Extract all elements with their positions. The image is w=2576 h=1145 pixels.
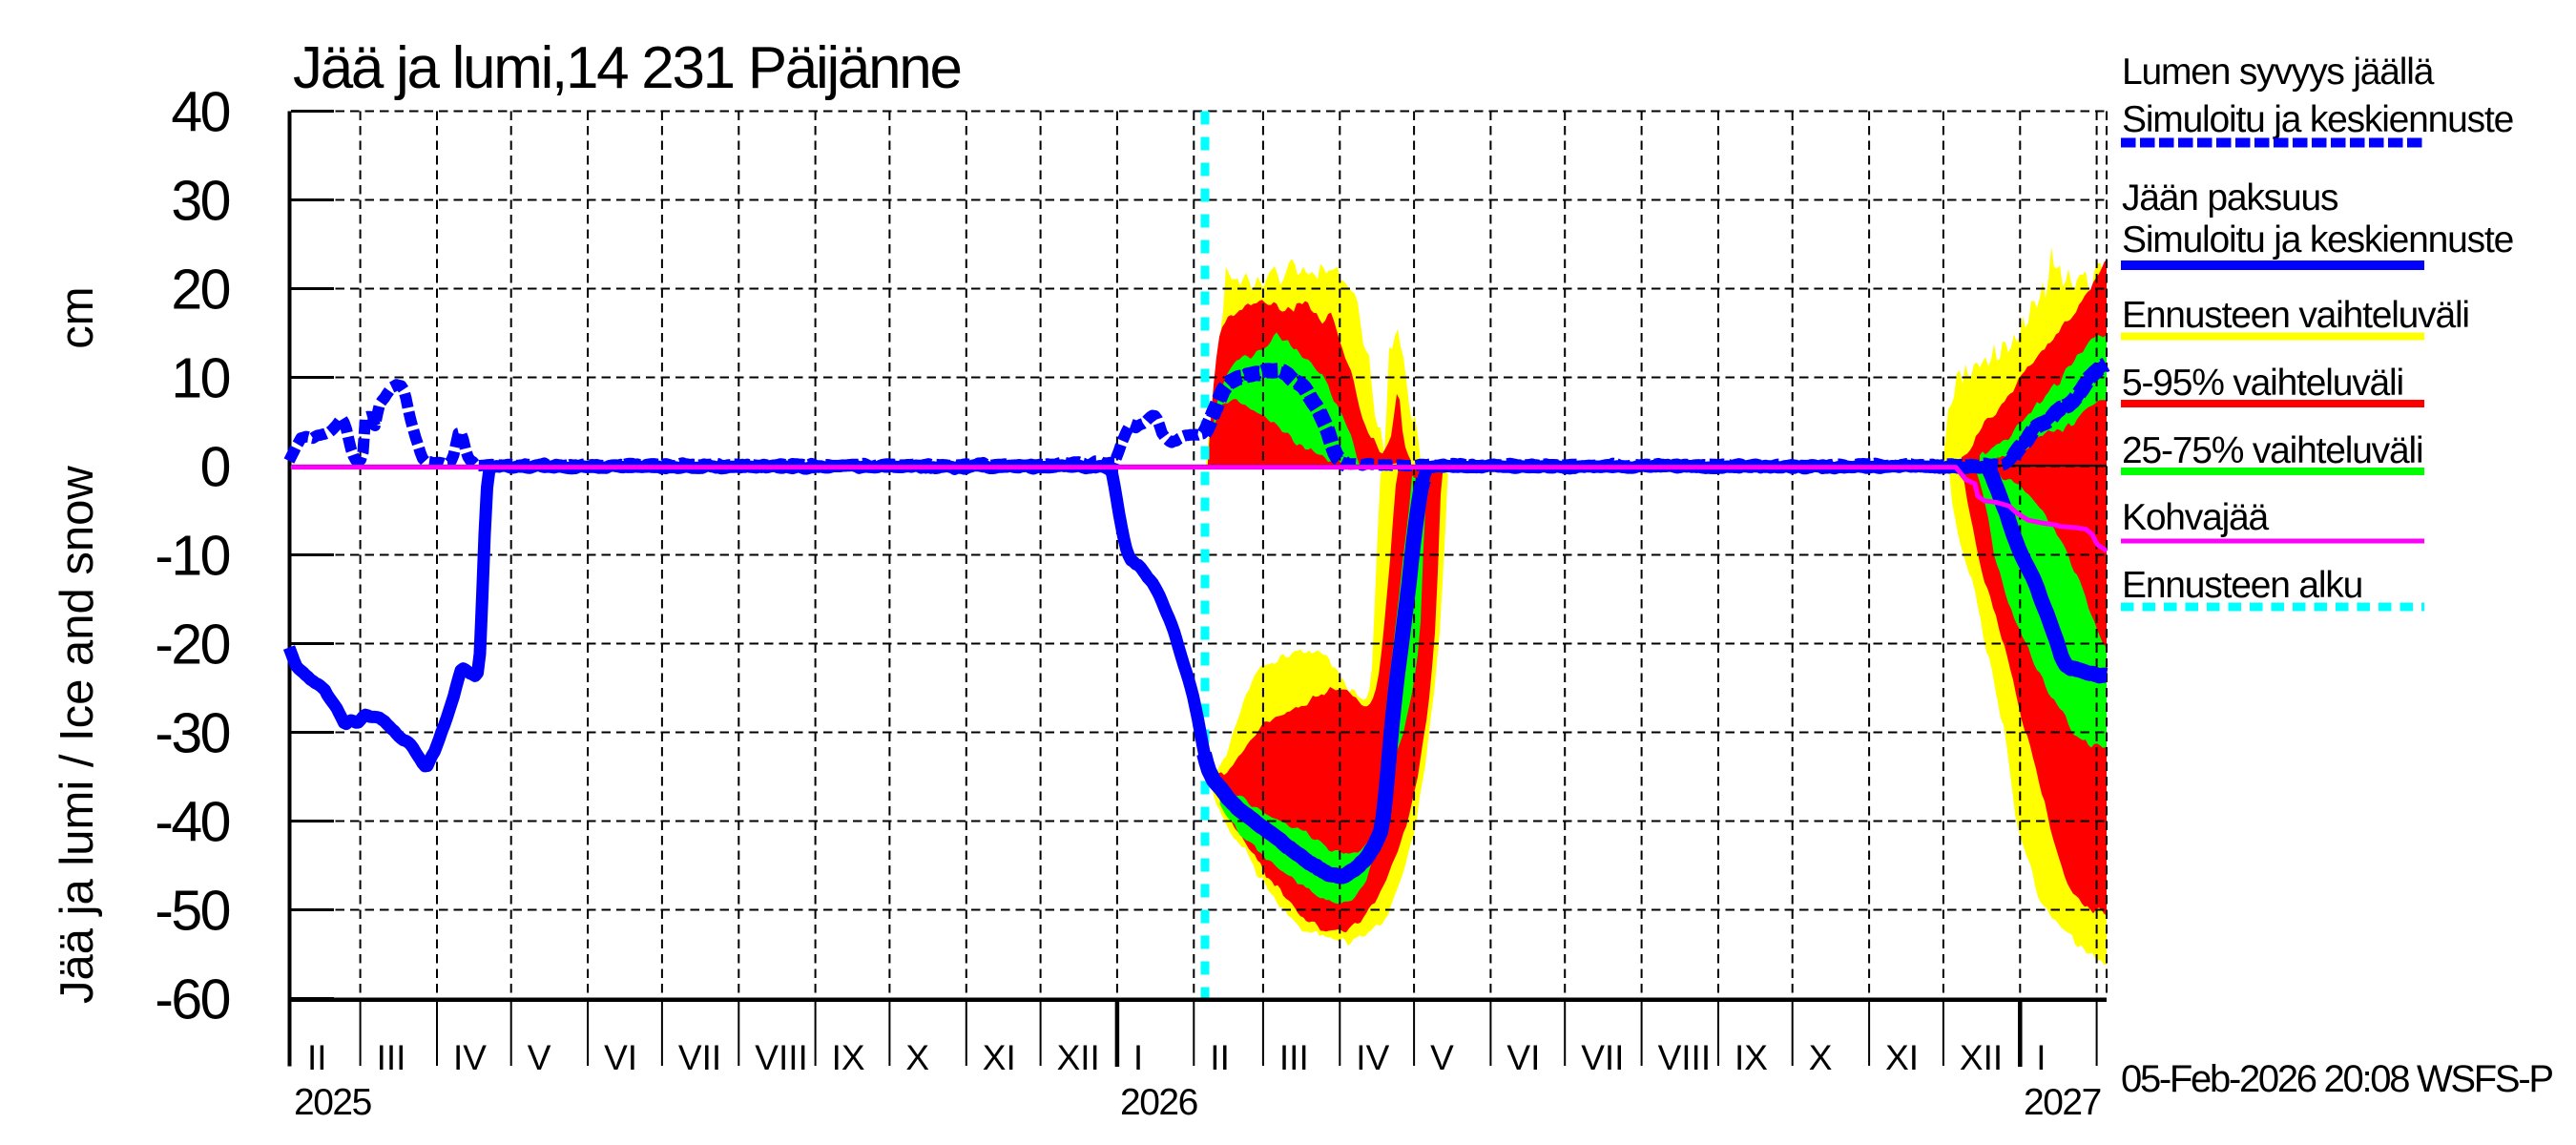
svg-text:5-95% vaihteluväli: 5-95% vaihteluväli bbox=[2122, 363, 2403, 404]
svg-text:2026: 2026 bbox=[1120, 1082, 1197, 1123]
svg-text:05-Feb-2026 20:08 WSFS-P: 05-Feb-2026 20:08 WSFS-P bbox=[2121, 1058, 2552, 1100]
svg-text:2025: 2025 bbox=[294, 1082, 372, 1123]
svg-text:III: III bbox=[1279, 1038, 1309, 1077]
svg-text:Jää ja lumi / Ice and snow: Jää ja lumi / Ice and snow cm bbox=[52, 286, 103, 1004]
svg-text:25-75% vaihteluväli: 25-75% vaihteluväli bbox=[2122, 430, 2422, 471]
svg-text:30: 30 bbox=[171, 170, 229, 233]
svg-text:VII: VII bbox=[678, 1038, 721, 1077]
svg-text:0: 0 bbox=[200, 436, 230, 499]
svg-text:Lumen syvyys jäällä: Lumen syvyys jäällä bbox=[2122, 52, 2435, 93]
svg-text:20: 20 bbox=[171, 259, 229, 322]
svg-text:VI: VI bbox=[1506, 1038, 1540, 1077]
svg-text:IX: IX bbox=[832, 1038, 865, 1077]
svg-text:Ennusteen alku: Ennusteen alku bbox=[2122, 565, 2362, 606]
svg-text:XI: XI bbox=[1885, 1038, 1919, 1077]
svg-text:Simuloitu ja keskiennuste: Simuloitu ja keskiennuste bbox=[2122, 219, 2513, 260]
svg-text:XII: XII bbox=[1057, 1038, 1100, 1077]
svg-text:-60: -60 bbox=[155, 968, 229, 1031]
svg-text:XII: XII bbox=[1960, 1038, 2003, 1077]
svg-text:IV: IV bbox=[453, 1038, 487, 1077]
svg-text:-30: -30 bbox=[155, 702, 229, 765]
svg-text:-50: -50 bbox=[155, 880, 229, 943]
svg-text:Simuloitu ja keskiennuste: Simuloitu ja keskiennuste bbox=[2122, 99, 2513, 140]
svg-text:VIII: VIII bbox=[755, 1038, 808, 1077]
svg-text:40: 40 bbox=[171, 81, 229, 144]
svg-text:II: II bbox=[307, 1038, 327, 1077]
svg-text:Jään paksuus: Jään paksuus bbox=[2122, 177, 2338, 219]
svg-text:-20: -20 bbox=[155, 614, 229, 677]
svg-text:-40: -40 bbox=[155, 791, 229, 854]
svg-text:-10: -10 bbox=[155, 525, 229, 588]
svg-text:VI: VI bbox=[604, 1038, 637, 1077]
svg-text:V: V bbox=[528, 1038, 551, 1077]
svg-text:I: I bbox=[2036, 1038, 2046, 1077]
svg-text:Kohvajää: Kohvajää bbox=[2122, 497, 2270, 538]
svg-text:VII: VII bbox=[1581, 1038, 1624, 1077]
svg-text:IV: IV bbox=[1356, 1038, 1389, 1077]
svg-text:Ennusteen vaihteluväli: Ennusteen vaihteluväli bbox=[2122, 295, 2469, 336]
svg-text:X: X bbox=[905, 1038, 929, 1077]
svg-text:I: I bbox=[1133, 1038, 1143, 1077]
svg-text:Jää ja lumi,14 231 Päijänne: Jää ja lumi,14 231 Päijänne bbox=[293, 35, 961, 101]
svg-text:XI: XI bbox=[983, 1038, 1016, 1077]
svg-text:X: X bbox=[1809, 1038, 1833, 1077]
svg-text:III: III bbox=[377, 1038, 406, 1077]
svg-text:10: 10 bbox=[171, 347, 229, 410]
svg-text:IX: IX bbox=[1735, 1038, 1768, 1077]
svg-text:VIII: VIII bbox=[1658, 1038, 1712, 1077]
svg-text:V: V bbox=[1430, 1038, 1454, 1077]
svg-text:2027: 2027 bbox=[2024, 1082, 2101, 1123]
svg-text:II: II bbox=[1210, 1038, 1230, 1077]
